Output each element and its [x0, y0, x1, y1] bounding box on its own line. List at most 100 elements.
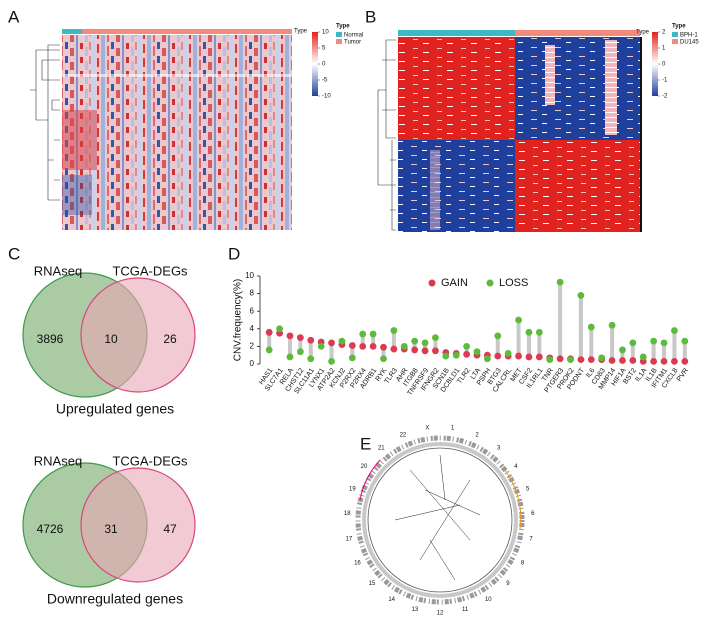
chromosome-label: 17 [346, 536, 353, 542]
heatmap-block [515, 140, 640, 232]
point [671, 357, 678, 365]
point [525, 353, 533, 361]
point [660, 339, 668, 347]
annotation-label: Type [294, 29, 308, 35]
point [286, 353, 294, 361]
y-tick-label: 2 [250, 342, 255, 351]
venn-count: 3896 [37, 332, 64, 346]
venn-set-b [80, 467, 196, 583]
x-tick-label: PVR [676, 367, 690, 383]
annotation-label: Type [636, 30, 650, 36]
heatmap-block [515, 37, 640, 140]
point [567, 356, 574, 363]
annotation-bph1 [398, 30, 515, 36]
chromosome-label: 5 [526, 486, 530, 492]
chromosome-label: 9 [506, 581, 510, 587]
point [463, 350, 471, 358]
point [619, 357, 626, 364]
point [608, 357, 616, 364]
point [494, 352, 502, 360]
legend-label: LOSS [499, 277, 528, 289]
point [515, 352, 522, 360]
colorbar-label: 2 [662, 30, 666, 36]
point [546, 356, 554, 363]
panel-letter: A [8, 7, 20, 26]
chromosome-label: 11 [462, 607, 469, 613]
cnv-ring [362, 442, 518, 598]
dendrogram [377, 39, 396, 231]
inner-ring [367, 447, 513, 593]
point [463, 343, 471, 350]
point [421, 347, 429, 355]
point [286, 332, 294, 340]
legend-label: BPH-1 [680, 33, 698, 39]
point [369, 330, 377, 338]
point [328, 357, 335, 365]
point [265, 328, 273, 336]
heatmap-block [398, 140, 515, 232]
heatmap-block [545, 45, 555, 105]
point [328, 339, 335, 347]
chromosome-label: 12 [437, 611, 444, 617]
colorbar-label: 0 [662, 62, 666, 68]
point [432, 347, 439, 355]
point [629, 339, 637, 347]
point [390, 345, 398, 353]
colorbar-label: 5 [322, 46, 326, 52]
legend-marker [486, 279, 494, 287]
point [535, 353, 543, 361]
legend-label: Normal [344, 33, 363, 39]
point [650, 337, 658, 345]
point [452, 351, 460, 359]
point [359, 330, 367, 338]
arc [504, 469, 522, 531]
chromosome-label: 2 [475, 432, 479, 438]
point [442, 352, 450, 360]
point [390, 327, 398, 334]
x-tick-label: IL6 [585, 367, 596, 379]
heatmap-block [430, 150, 440, 230]
chromosome-label: 1 [451, 425, 455, 431]
chromosome-label: 8 [521, 560, 525, 566]
point [307, 336, 315, 344]
point [619, 346, 626, 354]
venn-count: 26 [163, 332, 177, 346]
legend-swatch [336, 39, 342, 44]
point [338, 337, 346, 345]
lollipop-chart: 0246810CNV.frequency(%)HAS1SLC7A1RELACHS… [233, 271, 690, 397]
chromosome-label: 15 [369, 581, 376, 587]
point [307, 355, 315, 363]
y-tick-label: 0 [250, 359, 255, 368]
point [535, 328, 543, 336]
legend-label: Tumor [344, 40, 361, 46]
venn-caption: Downregulated genes [47, 591, 183, 607]
chromosome-label: X [425, 425, 429, 431]
chromosome-label: 16 [354, 560, 361, 566]
point [296, 334, 304, 341]
point [639, 353, 647, 361]
chromosome-label: 21 [378, 445, 385, 451]
panel-letter: E [360, 434, 371, 453]
colorbar-label: 1 [662, 46, 666, 52]
y-tick-label: 10 [245, 271, 254, 280]
point [660, 357, 668, 365]
colorbar [652, 32, 658, 96]
chromosome-label: 22 [400, 432, 407, 438]
colorbar-label: -10 [322, 94, 331, 100]
chromosome-label: 19 [349, 486, 356, 492]
venn-set-label: RNAseq [34, 263, 82, 278]
venn-diagrams: RNAseq TCGA-DEGs 3896 10 26 Upregulated genes… [22, 263, 196, 607]
legend-title: Type [672, 24, 686, 30]
heatmap-row [62, 74, 292, 77]
point [400, 343, 408, 350]
point [380, 343, 387, 351]
panel-letter: C [8, 244, 20, 263]
point [608, 321, 616, 329]
point [411, 346, 419, 354]
chromosome-label: 10 [485, 597, 492, 603]
heatmap-block [398, 37, 515, 140]
